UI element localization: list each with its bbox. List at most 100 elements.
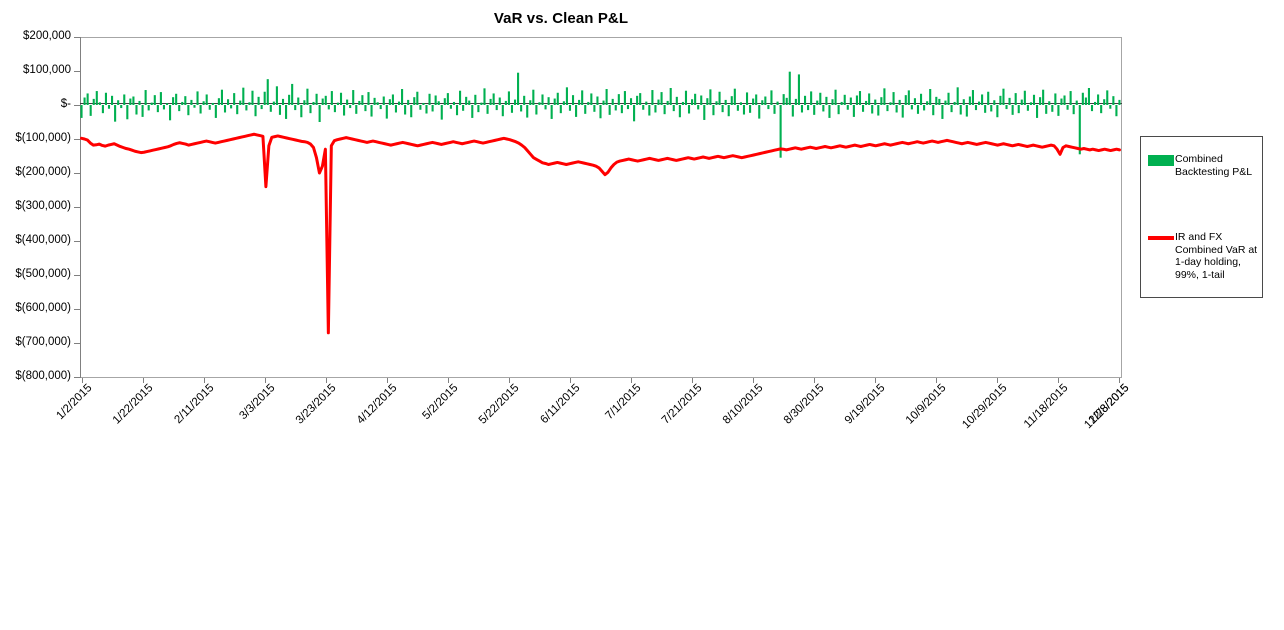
bar-datapoint — [895, 105, 898, 113]
bar-datapoint — [129, 98, 132, 105]
bar-datapoint — [410, 105, 413, 118]
bar-datapoint — [187, 105, 190, 116]
bar-datapoint — [517, 72, 520, 105]
bar-datapoint — [495, 105, 498, 111]
bar-datapoint — [178, 105, 181, 112]
bar-datapoint — [672, 105, 675, 112]
bar-datapoint — [749, 105, 752, 113]
bar-datapoint — [861, 105, 865, 112]
x-axis-tick-label: 5/2/2015 — [420, 382, 461, 423]
y-axis-tick-label: $- — [60, 98, 71, 110]
bar-datapoint — [1066, 105, 1069, 110]
bar-datapoint — [614, 105, 617, 111]
bar-datapoint — [654, 105, 657, 113]
x-axis-tick-label: 8/30/2015 — [782, 382, 827, 427]
bar-datapoint — [959, 105, 962, 115]
bar-datapoint — [101, 105, 104, 114]
bar-datapoint — [608, 105, 611, 115]
bar-datapoint — [370, 105, 373, 117]
bar-datapoint — [1005, 105, 1008, 110]
bar-datapoint — [223, 105, 227, 113]
x-axis-tick-mark — [447, 378, 449, 383]
bar-datapoint — [379, 105, 382, 110]
bar-datapoint — [727, 105, 730, 117]
bar-datapoint — [364, 105, 367, 112]
y-axis-tick-mark — [74, 71, 80, 72]
x-axis-tick-mark — [508, 378, 510, 383]
bar-datapoint — [114, 105, 117, 122]
y-axis-tick-mark — [74, 377, 80, 378]
bar-datapoint — [852, 105, 855, 117]
bar-datapoint — [575, 105, 578, 117]
bar-datapoint — [663, 105, 666, 115]
bar-datapoint — [309, 105, 312, 114]
bar-datapoint — [752, 98, 755, 105]
bar-datapoint — [813, 105, 816, 115]
bar-datapoint — [343, 105, 346, 116]
bar-datapoint — [193, 105, 196, 108]
bar-datapoint — [440, 105, 443, 120]
bar-datapoint — [1100, 105, 1103, 114]
bar-datapoint — [147, 105, 150, 111]
bar-datapoint — [230, 105, 233, 109]
bar-datapoint — [126, 105, 129, 120]
bar-datapoint — [593, 105, 596, 112]
bar-datapoint — [611, 98, 614, 105]
bar-datapoint — [678, 105, 681, 118]
chart-title: VaR vs. Clean P&L — [493, 10, 629, 27]
bar-datapoint — [486, 105, 489, 114]
x-axis-tick-mark — [386, 378, 388, 383]
bar-datapoint — [996, 105, 999, 118]
x-axis-tick-mark — [203, 378, 205, 383]
bar-datapoint — [932, 105, 935, 116]
x-axis-tick-label: 9/19/2015 — [843, 382, 888, 427]
bar-datapoint — [89, 105, 92, 116]
bar-datapoint — [984, 105, 987, 113]
bar-datapoint — [794, 98, 797, 105]
bar-datapoint — [266, 79, 269, 105]
legend-item-var[interactable]: IR and FX Combined VaR at 1-day holding,… — [1148, 231, 1263, 281]
legend-label-var: IR and FX Combined VaR at 1-day holding,… — [1175, 231, 1258, 281]
bar-datapoint — [901, 105, 904, 118]
bar-datapoint — [327, 105, 330, 110]
bar-datapoint — [807, 105, 810, 111]
legend-swatch-line-icon — [1148, 236, 1174, 240]
bar-datapoint — [837, 105, 840, 115]
y-axis-tick-mark — [74, 309, 80, 310]
bar-datapoint — [620, 105, 623, 114]
bar-datapoint — [800, 105, 804, 113]
x-axis-tick-label: 3/23/2015 — [293, 382, 339, 427]
bar-datapoint — [291, 83, 294, 105]
bar-datapoint — [687, 105, 691, 114]
bar-datapoint — [1078, 105, 1081, 155]
bar-datapoint — [877, 105, 880, 116]
bar-datapoint — [394, 105, 398, 113]
chart-legend: Combined Backtesting P&L IR and FX Combi… — [1140, 136, 1263, 298]
bar-datapoint — [349, 105, 352, 109]
y-axis-tick-mark — [74, 37, 80, 38]
bar-datapoint — [245, 105, 248, 111]
bar-datapoint — [712, 105, 715, 116]
bar-datapoint — [965, 105, 968, 117]
bar-datapoint — [950, 105, 953, 113]
bar-datapoint — [584, 105, 587, 114]
bar-datapoint — [425, 105, 428, 114]
bar-datapoint — [120, 105, 123, 109]
bar-datapoint — [544, 105, 547, 110]
bar-datapoint — [431, 105, 434, 112]
bar-datapoint — [285, 105, 288, 119]
x-axis-tick-mark — [631, 378, 633, 383]
legend-item-backtesting-pl[interactable]: Combined Backtesting P&L — [1148, 153, 1263, 178]
bar-datapoint — [449, 105, 452, 109]
bar-datapoint — [260, 105, 263, 110]
bar-datapoint — [633, 105, 636, 122]
y-axis-tick-mark — [74, 139, 80, 140]
bar-datapoint — [1026, 105, 1029, 111]
x-axis-tick-label: 12/28/2015 — [1082, 382, 1132, 432]
bar-datapoint — [281, 98, 285, 105]
y-axis-tick-mark — [74, 207, 80, 208]
bar-datapoint — [1057, 105, 1060, 116]
bar-datapoint — [846, 105, 849, 110]
bar-datapoint — [520, 105, 523, 112]
y-axis-line — [80, 37, 81, 378]
